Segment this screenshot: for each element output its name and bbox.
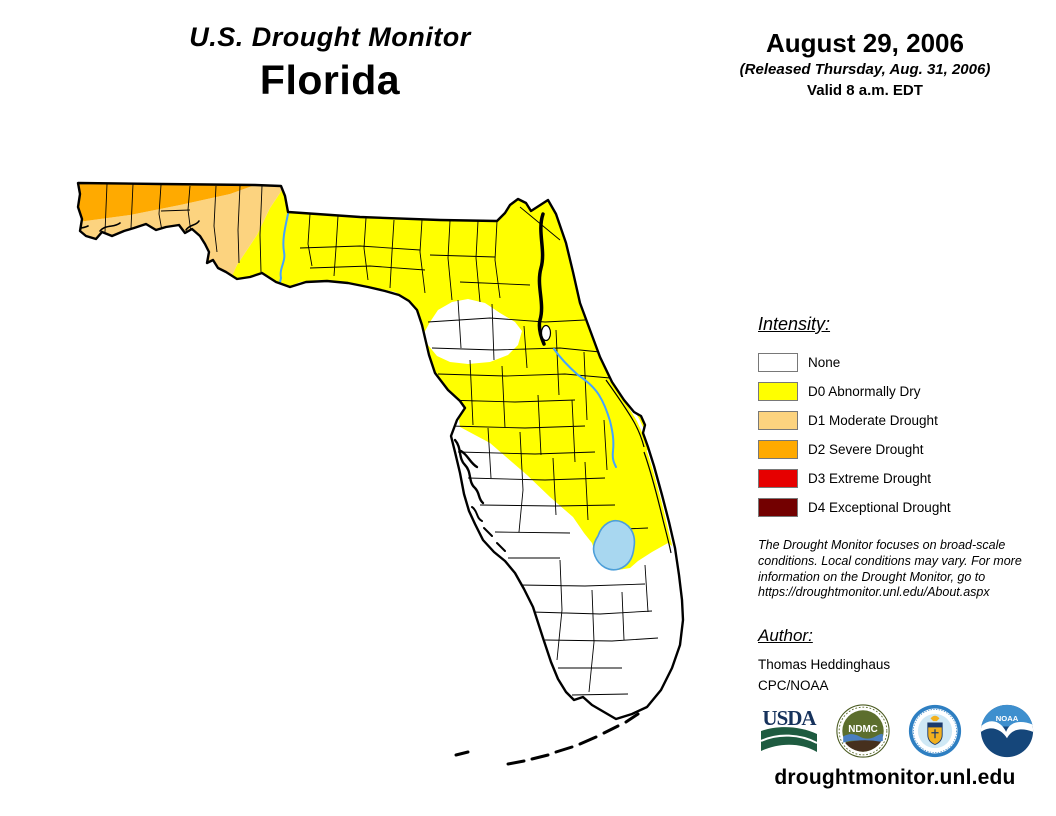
disclaimer-text: The Drought Monitor focuses on broad-sca…: [758, 538, 1022, 600]
florida-drought-map: [40, 150, 760, 810]
barrier-island-lines: [605, 379, 672, 554]
doc-seal-logo: [908, 704, 962, 758]
svg-text:NOAA: NOAA: [996, 714, 1019, 723]
legend-swatch-none: [758, 353, 798, 372]
author-heading: Author:: [758, 626, 813, 645]
legend-label: D1 Moderate Drought: [808, 413, 938, 428]
lake-okeechobee: [592, 520, 636, 571]
legend-label: D3 Extreme Drought: [808, 471, 932, 486]
legend-title: Intensity:: [758, 314, 831, 334]
county-lines-south: [508, 557, 659, 696]
st-johns-river: [553, 348, 617, 468]
county-lines-panhandle: [104, 183, 263, 273]
region-none-big-bend-pocket: [424, 299, 522, 364]
legend-item-d2: D2 Severe Drought: [758, 435, 951, 464]
state-title: Florida: [259, 57, 401, 103]
legend-item-d1: D1 Moderate Drought: [758, 406, 951, 435]
svg-text:NDMC: NDMC: [848, 724, 878, 735]
legend-swatch-d0: [758, 382, 798, 401]
author-name: Thomas Heddinghaus: [758, 657, 891, 672]
legend-swatch-d1: [758, 411, 798, 430]
svg-text:USDA: USDA: [762, 706, 817, 730]
release-date: (Released Thursday, Aug. 31, 2006): [739, 61, 991, 78]
site-url: droughtmonitor.unl.edu: [774, 766, 1016, 789]
legend-item-d3: D3 Extreme Drought: [758, 464, 951, 493]
apalachicola-river: [278, 213, 289, 288]
lake-george: [540, 324, 552, 342]
legend-swatch-d3: [758, 469, 798, 488]
usda-logo: USDA: [760, 706, 818, 756]
legend-label: D2 Severe Drought: [808, 442, 924, 457]
legend-item-d0: D0 Abnormally Dry: [758, 377, 951, 406]
st-johns-river-upper: [537, 212, 546, 346]
legend-item-none: None: [758, 348, 951, 377]
legend-label: None: [808, 355, 841, 370]
map-date: August 29, 2006: [766, 28, 964, 58]
ndmc-logo: NDMC: [836, 704, 890, 758]
legend-label: D4 Exceptional Drought: [808, 500, 951, 515]
agency-logos: USDA NDMC: [760, 704, 1034, 758]
legend-item-d4: D4 Exceptional Drought: [758, 493, 951, 522]
tampa-bay-inlets: [453, 438, 485, 505]
panhandle-bay-inlets: [78, 220, 200, 233]
title-block: U.S. Drought Monitor Florida: [130, 22, 530, 104]
region-d0-abnormally-dry: [226, 186, 676, 570]
legend-swatch-d4: [758, 498, 798, 517]
author-block: Author: Thomas Heddinghaus CPC/NOAA: [758, 626, 890, 697]
page-title: U.S. Drought Monitor: [189, 22, 471, 52]
intensity-legend: Intensity: None D0 Abnormally Dry D1 Mod…: [758, 314, 951, 522]
date-block: August 29, 2006 (Released Thursday, Aug.…: [700, 28, 1030, 99]
florida-state-outline: [76, 181, 685, 721]
legend-label: D0 Abnormally Dry: [808, 384, 921, 399]
region-d2-severe-drought: [78, 183, 255, 222]
florida-keys: [454, 712, 640, 766]
legend-swatch-d2: [758, 440, 798, 459]
county-lines-north: [299, 206, 561, 303]
author-org: CPC/NOAA: [758, 677, 829, 693]
county-lines-central: [427, 299, 649, 534]
valid-time: Valid 8 a.m. EDT: [807, 82, 923, 99]
noaa-logo: NOAA: [980, 704, 1034, 758]
charlotte-harbor-inlet: [471, 506, 506, 552]
